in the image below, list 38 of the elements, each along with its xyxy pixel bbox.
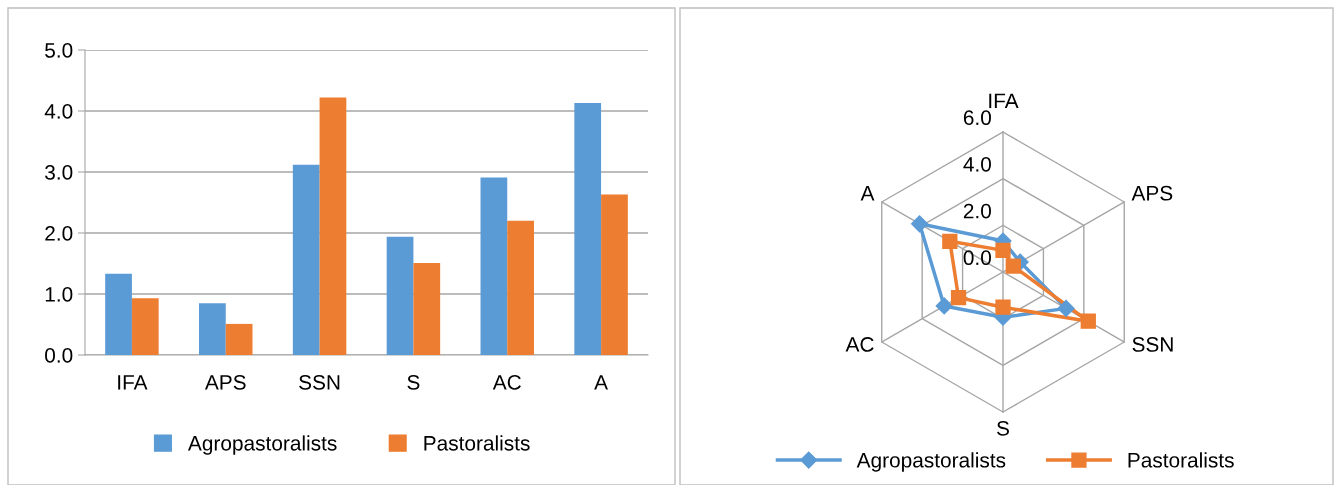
legend-label: Pastoralists xyxy=(1128,452,1234,468)
x-tick-label: A xyxy=(594,375,608,390)
bar xyxy=(507,220,534,355)
x-tick-label: SSN xyxy=(299,374,340,390)
bar xyxy=(131,298,159,355)
y-tick-label: 6.0 xyxy=(963,110,991,126)
spoke-label: S xyxy=(997,420,1009,436)
legend-label: Agropastoralists xyxy=(187,435,337,455)
spoke-label: APS xyxy=(1131,185,1173,201)
bar xyxy=(225,323,253,355)
y-tick-label: 0.0 xyxy=(45,348,73,363)
bar xyxy=(199,303,226,355)
bar xyxy=(480,177,508,355)
bar xyxy=(292,164,320,355)
y-tick-label: 2.0 xyxy=(45,226,73,241)
x-tick-label: IFA xyxy=(118,375,148,390)
x-tick-label: APS xyxy=(204,374,246,390)
spoke-label: IFA xyxy=(989,93,1019,109)
y-tick-label: 4.0 xyxy=(44,104,73,119)
legend-label: Agropastoralists xyxy=(856,452,1006,472)
x-tick-label: AC xyxy=(492,374,521,390)
bar xyxy=(105,273,132,355)
y-tick-label: 3.0 xyxy=(45,165,73,180)
y-tick-label: 4.0 xyxy=(963,157,991,172)
legend-label: Pastoralists xyxy=(424,435,530,451)
x-tick-label: S xyxy=(407,374,420,390)
y-tick-label: 2.0 xyxy=(963,203,991,219)
y-tick-label: 0.0 xyxy=(963,250,991,266)
spoke-label: AC xyxy=(845,337,874,352)
y-tick-label: 5.0 xyxy=(45,43,73,58)
bar xyxy=(319,97,347,355)
bar xyxy=(386,236,414,355)
spoke-label: A xyxy=(860,186,875,201)
spoke-label: SSN xyxy=(1132,337,1173,352)
bar xyxy=(413,262,441,355)
bar xyxy=(574,103,602,355)
y-tick-label: 1.0 xyxy=(45,287,73,302)
bar xyxy=(601,194,628,355)
